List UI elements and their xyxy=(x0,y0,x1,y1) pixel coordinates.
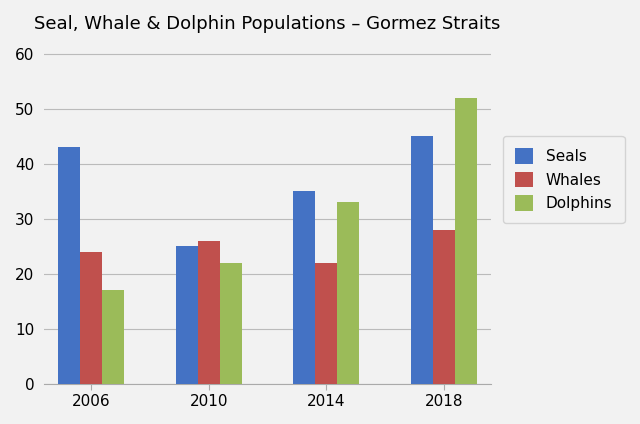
Bar xyxy=(58,147,80,384)
Bar xyxy=(176,246,198,384)
Bar xyxy=(293,191,316,384)
Legend: Seals, Whales, Dolphins: Seals, Whales, Dolphins xyxy=(503,136,625,223)
Bar xyxy=(316,263,337,384)
Bar xyxy=(80,252,102,384)
Bar xyxy=(433,230,455,384)
Title: Seal, Whale & Dolphin Populations – Gormez Straits: Seal, Whale & Dolphin Populations – Gorm… xyxy=(35,15,500,33)
Bar xyxy=(411,136,433,384)
Bar xyxy=(455,98,477,384)
Bar xyxy=(220,263,241,384)
Bar xyxy=(337,202,359,384)
Bar xyxy=(198,241,220,384)
Bar xyxy=(102,290,124,384)
